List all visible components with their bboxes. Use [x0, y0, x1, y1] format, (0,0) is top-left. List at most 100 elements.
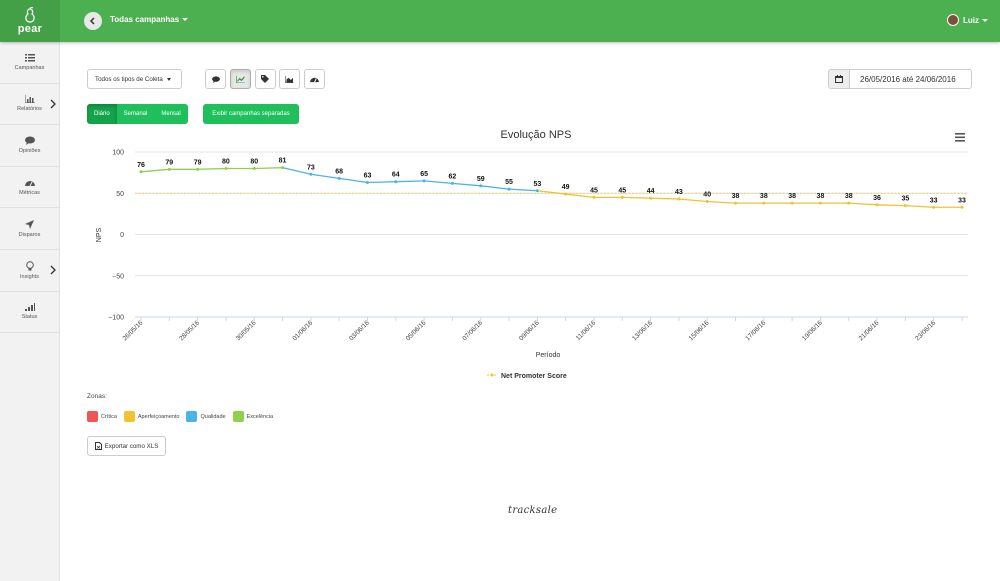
data-point[interactable] [762, 201, 766, 205]
data-point[interactable] [620, 195, 624, 199]
chart-menu-icon[interactable] [955, 133, 965, 142]
series-line-segment [339, 177, 368, 184]
gauge-icon [24, 180, 35, 186]
view-comments-button[interactable] [205, 69, 226, 89]
tracksale-logo: tracksale [508, 505, 558, 516]
data-point[interactable] [903, 204, 907, 208]
data-point[interactable] [649, 196, 653, 200]
data-point[interactable] [281, 166, 285, 170]
comment-icon [24, 136, 35, 146]
data-point[interactable] [394, 180, 398, 184]
data-point[interactable] [365, 181, 369, 185]
data-point[interactable] [790, 201, 794, 205]
pear-logo[interactable]: pear [0, 0, 60, 42]
back-button[interactable] [84, 12, 102, 30]
data-point[interactable] [705, 200, 709, 203]
period-daily-button[interactable]: Diário [87, 104, 117, 124]
collect-type-select[interactable]: Todos os tipos de Coleta [87, 69, 182, 89]
x-tick-label: 09/06/16 [518, 319, 541, 342]
view-gauge-button[interactable] [304, 69, 325, 89]
data-point[interactable] [479, 184, 483, 188]
data-label: 65 [420, 171, 428, 178]
data-point[interactable] [196, 167, 200, 171]
view-line-chart-button[interactable] [230, 69, 251, 89]
zone-swatch [123, 411, 135, 422]
sidebar-item-disparos[interactable]: Disparos [0, 208, 59, 250]
data-point[interactable] [224, 167, 228, 170]
series-line-segment [508, 188, 538, 192]
data-label: 43 [675, 189, 683, 196]
view-tags-button[interactable] [255, 69, 276, 89]
campaign-select[interactable]: Todas campanhas [110, 15, 189, 24]
data-point[interactable] [818, 201, 822, 205]
data-point[interactable] [422, 179, 426, 183]
y-tick-label: 0 [120, 232, 124, 239]
data-point[interactable] [167, 167, 171, 171]
zones-title: Zonas: [87, 393, 107, 400]
zone-swatch [186, 411, 198, 422]
view-area-chart-button[interactable] [279, 69, 300, 89]
data-label: 38 [817, 193, 825, 200]
file-icon [94, 442, 102, 450]
zone-qualidade: Qualidade [186, 411, 226, 422]
data-point[interactable] [507, 187, 511, 191]
pear-icon [25, 7, 35, 23]
series-line-segment [480, 185, 510, 190]
user-menu[interactable]: Luiz [947, 14, 988, 26]
data-point[interactable] [535, 189, 539, 193]
series-line-segment [197, 167, 226, 170]
data-point[interactable] [960, 205, 964, 209]
data-point[interactable] [875, 203, 879, 207]
series-line-segment [877, 204, 906, 207]
data-point[interactable] [564, 192, 568, 196]
separate-campaigns-button[interactable]: Exibir campanhas separadas [203, 104, 299, 124]
comment-icon [211, 75, 220, 83]
sidebar-item-campanhas[interactable]: Campanhas [0, 42, 59, 84]
period-weekly-button[interactable]: Semanal [116, 104, 155, 124]
x-tick-label: 23/06/16 [914, 319, 937, 342]
lightbulb-icon [25, 260, 34, 271]
sidebar-item-metricas[interactable]: Métricas [0, 167, 59, 209]
data-point[interactable] [337, 176, 341, 180]
zone-label: Aperfeiçoamento [137, 413, 180, 420]
zone-label: Crítica [101, 413, 117, 420]
area-chart-icon [285, 75, 294, 83]
series-line-segment [395, 180, 425, 183]
data-label: 38 [845, 193, 853, 200]
avatar [947, 14, 959, 26]
zone-critica: Crítica [87, 411, 117, 422]
data-point[interactable] [592, 195, 596, 199]
data-point[interactable] [677, 197, 681, 201]
data-point[interactable] [139, 170, 143, 174]
series-line-segment [367, 181, 396, 184]
x-tick-label: 28/05/16 [178, 319, 201, 342]
sidebar-item-status[interactable]: Status [0, 292, 59, 334]
export-xls-button[interactable]: Exportar como XLS [87, 436, 166, 456]
data-point[interactable] [309, 172, 313, 176]
y-axis-label: NPS [96, 227, 103, 242]
y-tick-label: 100 [112, 150, 124, 157]
data-point[interactable] [734, 201, 738, 205]
x-tick-label: 21/06/16 [858, 319, 881, 342]
period-monthly-button[interactable]: Mensal [154, 104, 188, 124]
chart-legend[interactable]: Net Promoter Score [487, 373, 567, 380]
data-point[interactable] [252, 167, 256, 170]
chevron-right-icon [50, 99, 56, 109]
series-line-segment [310, 173, 340, 180]
zone-excelencia: Excelência [232, 411, 273, 422]
x-tick-label: 30/05/16 [235, 319, 258, 342]
data-point[interactable] [847, 201, 851, 205]
series-line-segment [254, 167, 283, 170]
data-point[interactable] [932, 205, 936, 209]
sidebar-item-insights[interactable]: Insights [0, 250, 59, 292]
data-point[interactable] [450, 181, 454, 185]
series-line-segment [707, 200, 736, 204]
series-line-segment [140, 168, 170, 173]
sidebar-item-relatorios[interactable]: Relatórios [0, 84, 59, 126]
date-range-input[interactable]: 26/05/2016 até 24/06/2016 [849, 69, 972, 89]
sidebar-item-opinioes[interactable]: Opiniões [0, 125, 59, 167]
data-label: 53 [533, 181, 541, 188]
data-label: 36 [873, 195, 881, 202]
data-label: 73 [307, 164, 315, 171]
series-line-segment [848, 202, 878, 206]
